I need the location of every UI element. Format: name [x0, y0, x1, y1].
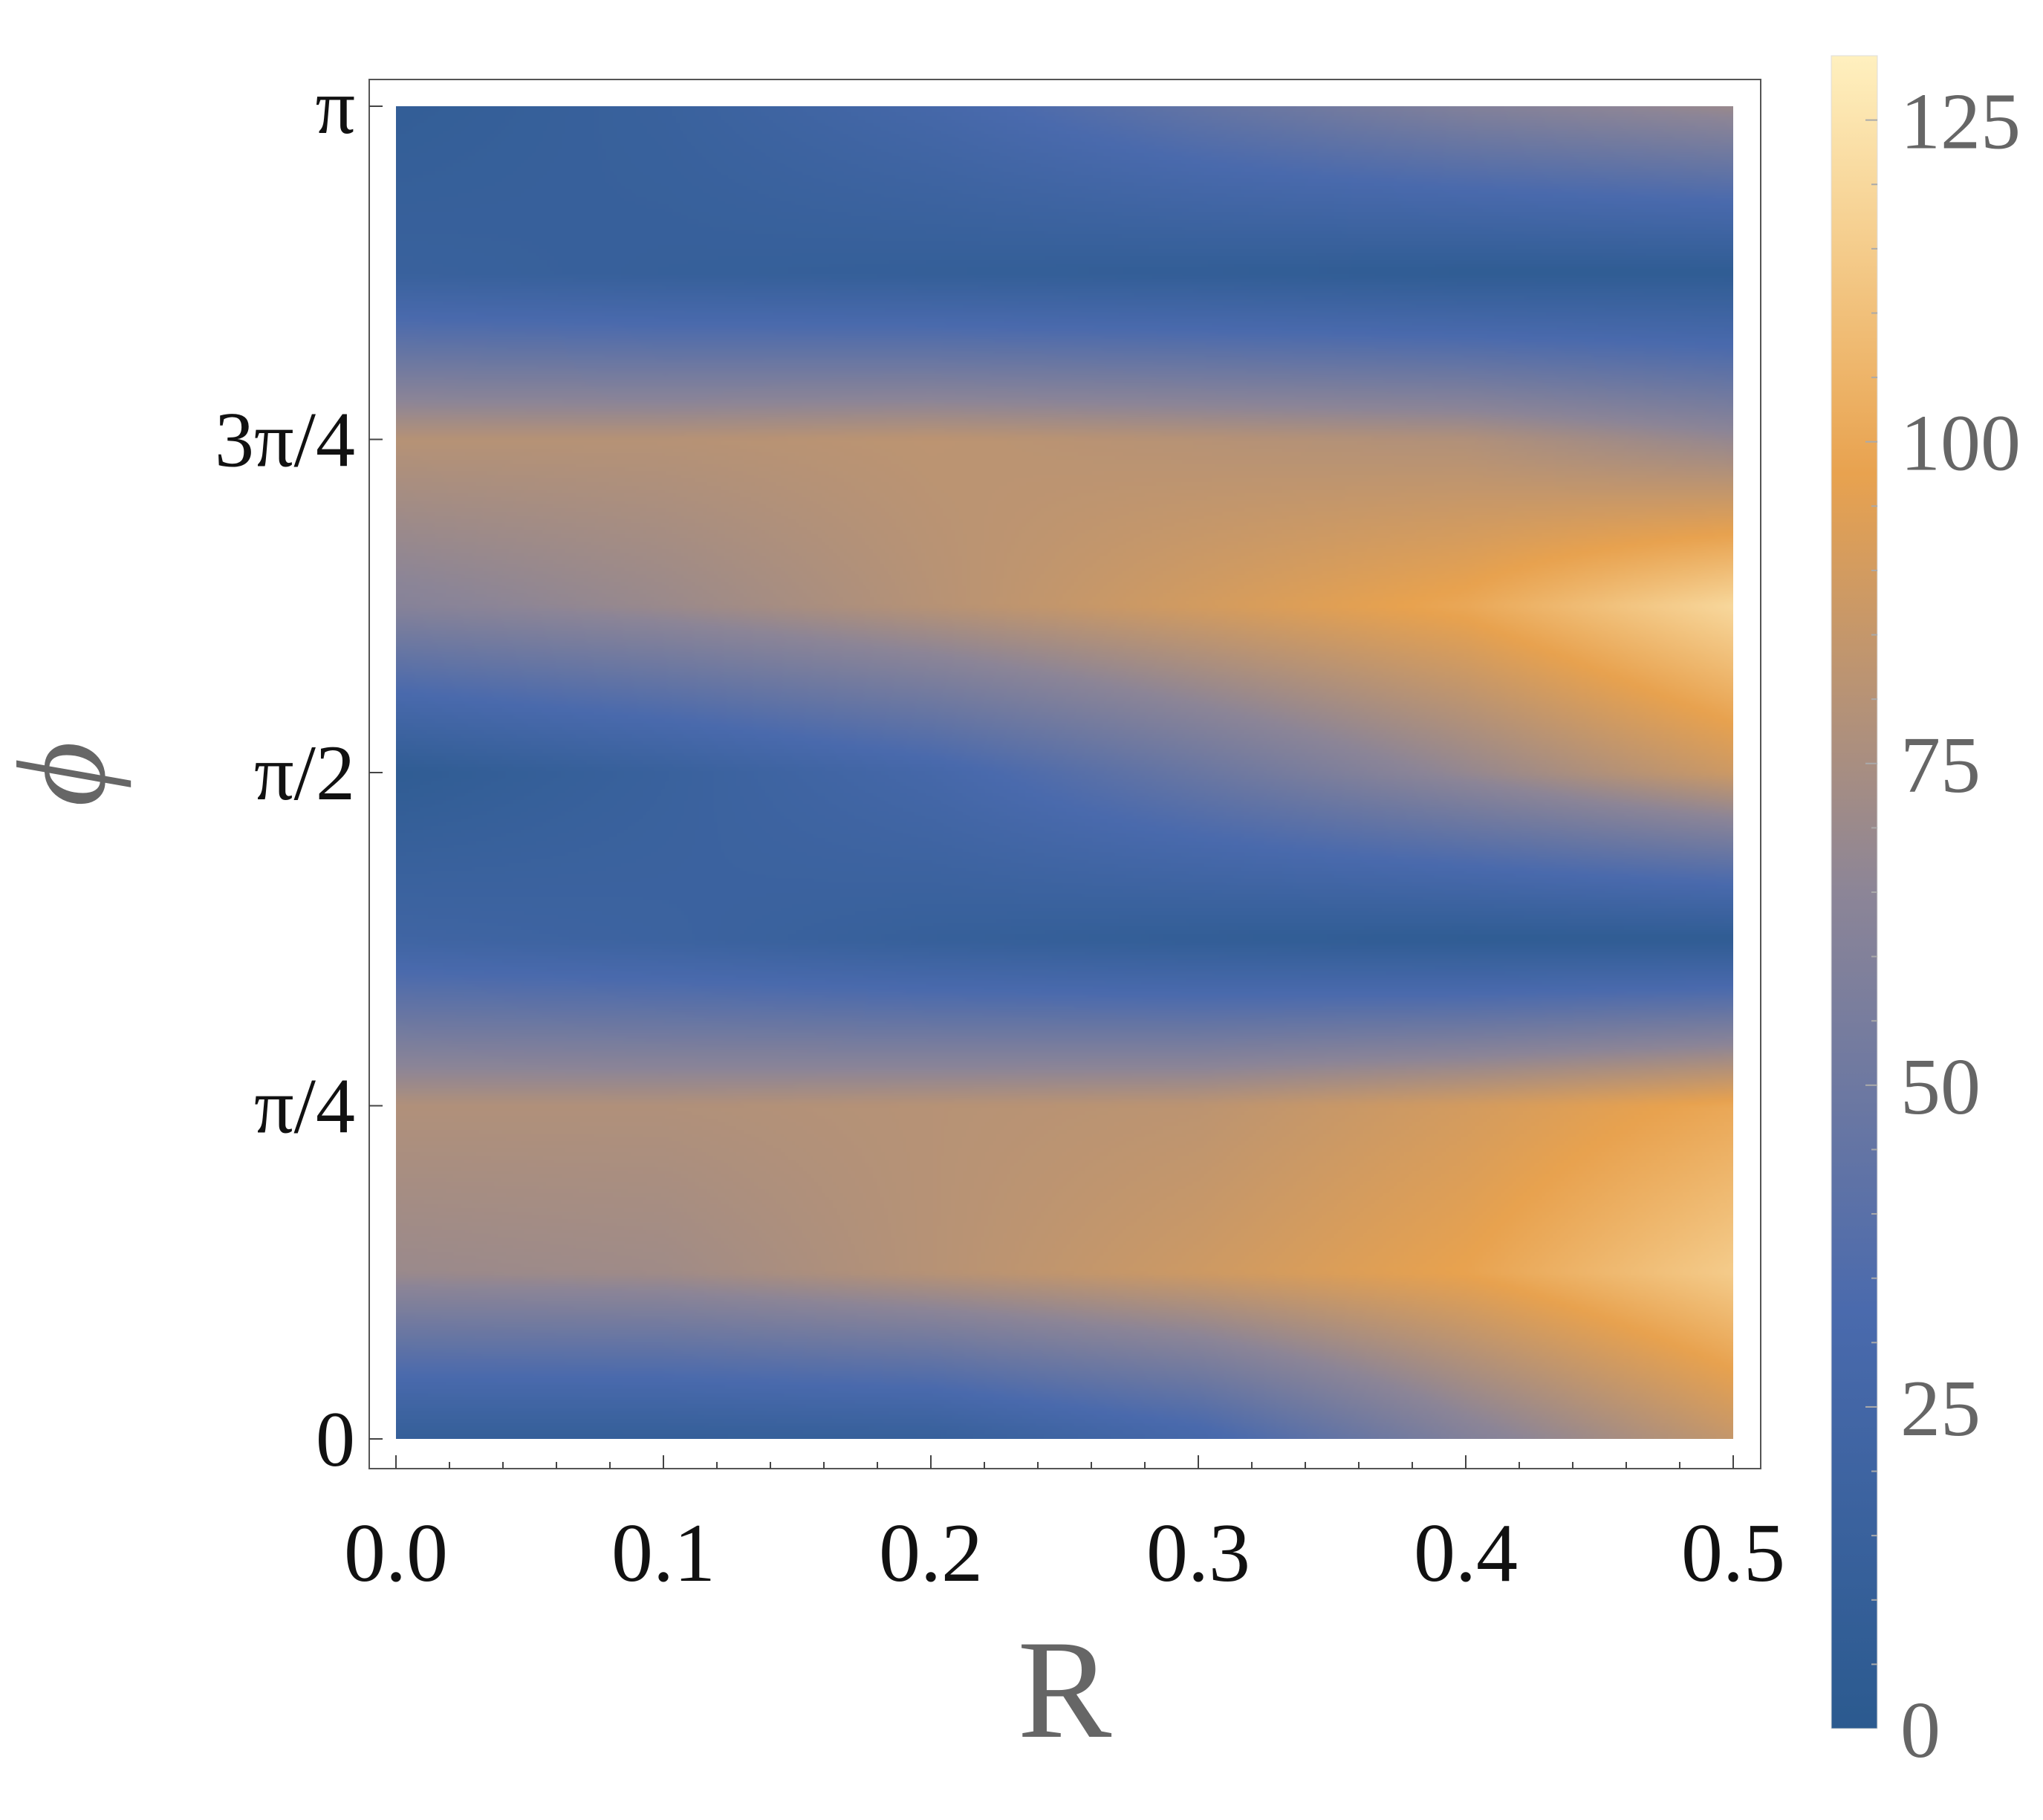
x-tick-label: 0.0 [344, 1507, 448, 1599]
y-tick-label: 0 [316, 1396, 355, 1483]
colorbar-tick-label: 75 [1900, 721, 1981, 810]
y-tick-label: π/4 [254, 1062, 355, 1149]
colorbar-tick-label: 100 [1900, 400, 2021, 488]
colorbar-tick-label: 0 [1900, 1686, 1940, 1775]
y-tick-label: π/2 [254, 729, 355, 816]
heatmap-layer [396, 106, 1733, 1439]
y-axis-title: ϕ [0, 741, 131, 807]
colorbar-tick-label: 25 [1900, 1365, 1981, 1453]
y-tick-label: 3π/4 [215, 396, 355, 483]
x-tick-label: 0.3 [1146, 1507, 1250, 1599]
x-axis-ticks: 0.0 0.1 0.2 0.3 0.4 0.5 [344, 1455, 1785, 1599]
x-tick-label: 0.1 [611, 1507, 715, 1599]
x-tick-label: 0.5 [1681, 1507, 1785, 1599]
colorbar-tick-label: 50 [1900, 1043, 1981, 1131]
plot-frame [368, 79, 1761, 1469]
heatmap-density-image [396, 106, 1733, 1439]
x-tick-label: 0.4 [1414, 1507, 1518, 1599]
x-tick-label: 0.2 [879, 1507, 983, 1599]
colorbar: 0 25 50 75 100 125 [1831, 55, 2021, 1775]
y-tick-label: π [315, 63, 355, 150]
y-axis-ticks: 0 π/4 π/2 3π/4 π [215, 63, 383, 1483]
colorbar-gradient [1831, 55, 1878, 1729]
colorbar-tick-label: 125 [1900, 78, 2021, 166]
x-axis-title: R [1018, 1612, 1112, 1768]
